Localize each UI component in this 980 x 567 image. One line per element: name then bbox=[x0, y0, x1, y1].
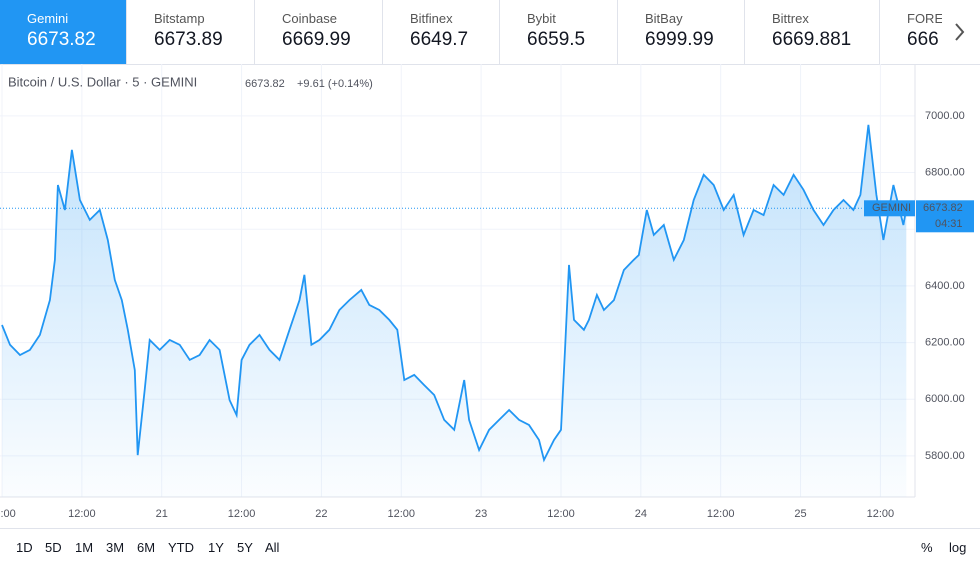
exchange-price: 6669.99 bbox=[282, 29, 351, 50]
x-tick-label: 12:00 bbox=[707, 508, 735, 520]
exchange-name: Bitstamp bbox=[154, 11, 205, 26]
x-tick-label: 22 bbox=[315, 508, 327, 520]
y-tick-label: 6200.00 bbox=[925, 336, 965, 348]
x-tick-label: 23 bbox=[475, 508, 487, 520]
range-button[interactable]: 1D bbox=[16, 540, 33, 555]
scroll-arrow[interactable] bbox=[942, 0, 980, 64]
x-tick-label: 12:00 bbox=[388, 508, 416, 520]
range-button[interactable]: 5D bbox=[45, 540, 62, 555]
source-tag: GEMINI bbox=[872, 202, 911, 214]
exchange-name: Bittrex bbox=[772, 11, 809, 26]
exchange-name: Bybit bbox=[527, 11, 556, 26]
range-button[interactable]: YTD bbox=[168, 540, 194, 555]
exchange-name: Gemini bbox=[27, 11, 69, 26]
exchange-tab[interactable]: BitBay 6999.99 bbox=[618, 0, 745, 64]
x-tick-label: 12:00 bbox=[547, 508, 575, 520]
exchange-tab[interactable]: Bittrex 6669.881 bbox=[745, 0, 880, 64]
countdown: 04:31 bbox=[935, 218, 963, 230]
exchange-price: 6673.82 bbox=[27, 29, 96, 50]
range-button[interactable]: 1Y bbox=[208, 540, 224, 555]
exchange-price: 6673.89 bbox=[154, 29, 223, 50]
range-button[interactable]: 5Y bbox=[237, 540, 253, 555]
range-button[interactable]: 3M bbox=[106, 540, 125, 555]
exchange-price: 6659.5 bbox=[527, 29, 586, 50]
scale-button[interactable]: % bbox=[921, 540, 933, 555]
toolbar: 1D 5D 1M 3M 6M YTD 1Y 5Y All% log bbox=[0, 528, 980, 567]
exchange-price: 6649.7 bbox=[410, 29, 469, 50]
y-tick-label: 6000.00 bbox=[925, 393, 965, 405]
range-button[interactable]: 1M bbox=[75, 540, 94, 555]
exchange-name: FORE bbox=[907, 11, 944, 26]
range-button[interactable]: 6M bbox=[137, 540, 156, 555]
exchange-tab[interactable]: FORE 666 bbox=[880, 0, 980, 64]
exchange-price: 666 bbox=[907, 29, 939, 50]
price-area bbox=[1, 124, 907, 498]
exchange-name: Bitfinex bbox=[410, 11, 453, 26]
x-tick-label: 12:00 bbox=[68, 508, 96, 520]
price-line bbox=[1, 124, 908, 463]
chart-title: Bitcoin / U.S. Dollar · 5 · GEMINI bbox=[8, 74, 197, 89]
y-tick-label: 5800.00 bbox=[925, 450, 965, 462]
x-tick-label: 24 bbox=[635, 508, 647, 520]
exchange-tab[interactable]: Gemini 6673.82 bbox=[0, 0, 127, 64]
x-tick-label: 21 bbox=[156, 508, 168, 520]
exchange-tab[interactable]: Bybit 6659.5 bbox=[500, 0, 618, 64]
legend-change: +9.61 (+0.14%) bbox=[297, 78, 373, 90]
y-tick-label: 6400.00 bbox=[925, 280, 965, 292]
exchange-name: Coinbase bbox=[282, 11, 337, 26]
y-tick-label: 7000.00 bbox=[925, 110, 965, 122]
price-tag-bg bbox=[916, 200, 974, 233]
price-tag: 6673.82 bbox=[923, 202, 963, 214]
x-tick-label: 12:00 bbox=[228, 508, 256, 520]
exchange-name: BitBay bbox=[645, 11, 683, 26]
arrow-icon bbox=[955, 23, 965, 41]
exchange-price: 6669.881 bbox=[772, 29, 852, 50]
x-tick-label: 12:00 bbox=[867, 508, 895, 520]
exchange-tab[interactable]: Bitstamp 6673.89 bbox=[127, 0, 255, 64]
exchange-price: 6999.99 bbox=[645, 29, 714, 50]
chart: 5800.006000.006200.006400.006600.006800.… bbox=[0, 64, 974, 520]
x-tick-label: 00:00 bbox=[0, 508, 16, 520]
source-tag-bg bbox=[864, 200, 915, 217]
scale-button[interactable]: log bbox=[949, 540, 967, 555]
range-button[interactable]: All bbox=[265, 540, 280, 555]
legend-price: 6673.82 bbox=[245, 78, 285, 90]
exchange-tab[interactable]: Coinbase 6669.99 bbox=[255, 0, 383, 64]
exchange-tab[interactable]: Bitfinex 6649.7 bbox=[383, 0, 500, 64]
exchange-bar: Gemini 6673.82 Bitstamp 6673.89 Coinbase 6669… bbox=[0, 0, 980, 65]
x-tick-label: 25 bbox=[794, 508, 806, 520]
y-tick-label: 6800.00 bbox=[925, 166, 965, 178]
